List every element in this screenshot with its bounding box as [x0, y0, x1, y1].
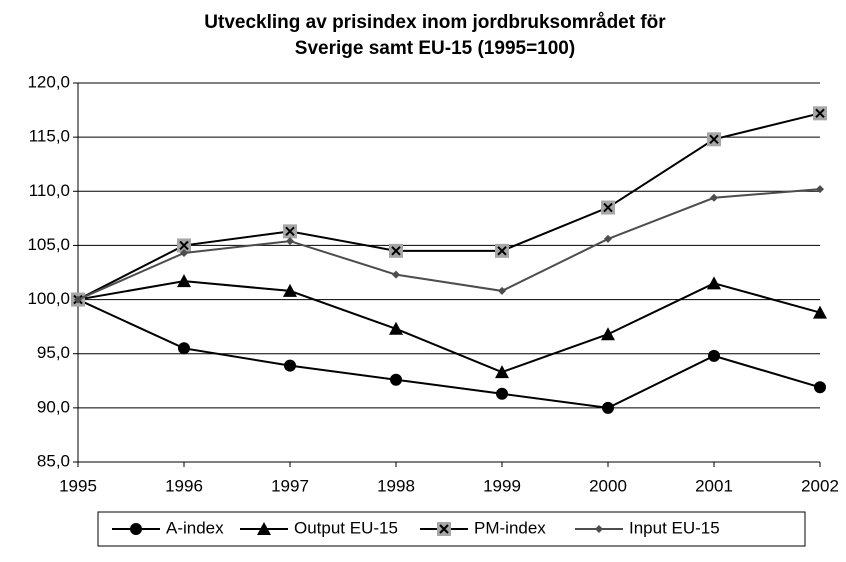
data-point	[708, 349, 720, 362]
data-point	[602, 401, 614, 414]
x-tick-label: 2000	[589, 476, 627, 495]
x-tick-label: 1998	[377, 476, 415, 495]
x-tick-label: 1999	[483, 476, 521, 495]
data-point	[498, 286, 506, 295]
data-point	[604, 234, 612, 243]
legend-marker	[130, 523, 142, 535]
data-point	[707, 276, 721, 290]
data-point	[284, 359, 296, 372]
data-point-cross	[179, 240, 189, 251]
y-tick-label: 115,0	[29, 127, 70, 146]
data-point	[178, 342, 190, 355]
data-point	[390, 373, 402, 386]
legend-label: Output EU-15	[294, 518, 398, 537]
data-point	[286, 237, 294, 246]
data-point	[816, 185, 824, 194]
x-tick-label: 2001	[695, 476, 733, 495]
data-point	[177, 274, 191, 288]
data-point-cross	[709, 134, 719, 145]
x-tick-label: 1996	[165, 476, 203, 495]
y-tick-label: 85,0	[37, 451, 70, 470]
y-tick-label: 105,0	[27, 235, 70, 254]
y-tick-label: 90,0	[37, 397, 70, 416]
series-line	[77, 112, 821, 301]
legend-label: Input EU-15	[629, 518, 720, 537]
data-point	[495, 365, 509, 379]
data-point	[813, 305, 827, 319]
series-line	[77, 298, 821, 409]
data-point	[389, 321, 403, 335]
data-point-cross	[603, 202, 613, 213]
data-point	[283, 283, 297, 297]
y-tick-label: 110,0	[29, 181, 70, 200]
data-point	[74, 295, 82, 304]
legend-label: A-index	[166, 518, 224, 537]
legend-marker	[595, 525, 603, 533]
x-tick-label: 1997	[271, 476, 309, 495]
y-tick-label: 100,0	[27, 289, 70, 308]
data-point-cross	[391, 246, 401, 256]
y-tick-label: 120,0	[27, 72, 70, 91]
data-point	[601, 327, 615, 341]
data-point	[814, 381, 826, 394]
x-tick-label: 2002	[801, 476, 839, 495]
series-line	[77, 188, 821, 301]
data-point	[710, 193, 718, 202]
chart-title: Utveckling av prisindex inom jordbruksom…	[204, 12, 666, 33]
x-tick-label: 1995	[59, 476, 97, 495]
legend-marker	[257, 522, 271, 535]
legend-marker-cross	[439, 524, 449, 534]
data-point-cross	[497, 246, 507, 256]
data-point-cross	[285, 226, 295, 237]
data-point	[392, 270, 400, 279]
legend-label: PM-index	[474, 518, 546, 537]
data-point	[180, 249, 188, 258]
data-point-cross	[815, 108, 825, 119]
data-point	[496, 387, 508, 400]
y-tick-label: 95,0	[37, 343, 70, 362]
chart-title: Sverige samt EU-15 (1995=100)	[295, 38, 575, 59]
series-line	[77, 280, 821, 374]
